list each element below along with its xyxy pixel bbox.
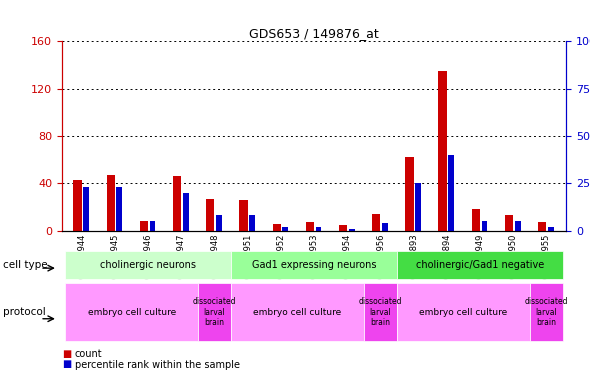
- Text: dissociated
larval
brain: dissociated larval brain: [193, 297, 237, 327]
- Bar: [140, 221, 148, 231]
- Bar: [349, 229, 355, 231]
- Bar: [283, 227, 288, 231]
- Text: protocol: protocol: [3, 307, 45, 317]
- Bar: [415, 183, 421, 231]
- Bar: [548, 227, 553, 231]
- Bar: [183, 193, 189, 231]
- Text: embryo cell culture: embryo cell culture: [87, 308, 176, 316]
- Bar: [339, 225, 347, 231]
- Text: Gad1 expressing neurons: Gad1 expressing neurons: [252, 260, 376, 270]
- Text: ■: ■: [62, 360, 71, 369]
- Bar: [405, 157, 414, 231]
- Bar: [538, 222, 546, 231]
- Text: ■: ■: [62, 350, 71, 359]
- Text: cholinergic/Gad1 negative: cholinergic/Gad1 negative: [416, 260, 544, 270]
- Bar: [505, 215, 513, 231]
- Text: cell type: cell type: [3, 260, 48, 270]
- Text: percentile rank within the sample: percentile rank within the sample: [75, 360, 240, 369]
- Bar: [116, 187, 122, 231]
- Bar: [306, 222, 314, 231]
- Bar: [107, 175, 115, 231]
- Text: embryo cell culture: embryo cell culture: [419, 308, 507, 316]
- Bar: [481, 221, 487, 231]
- Bar: [73, 180, 81, 231]
- Bar: [150, 221, 155, 231]
- Bar: [372, 214, 381, 231]
- Bar: [514, 221, 520, 231]
- Text: count: count: [75, 350, 103, 359]
- Bar: [448, 155, 454, 231]
- Text: embryo cell culture: embryo cell culture: [254, 308, 342, 316]
- Bar: [438, 71, 447, 231]
- Bar: [240, 200, 248, 231]
- Text: dissociated
larval
brain: dissociated larval brain: [525, 297, 568, 327]
- Bar: [216, 216, 222, 231]
- Bar: [83, 187, 89, 231]
- Title: GDS653 / 149876_at: GDS653 / 149876_at: [250, 27, 379, 40]
- Text: dissociated
larval
brain: dissociated larval brain: [359, 297, 402, 327]
- Bar: [273, 224, 281, 231]
- Bar: [249, 216, 255, 231]
- Bar: [206, 199, 214, 231]
- Text: cholinergic neurons: cholinergic neurons: [100, 260, 196, 270]
- Bar: [382, 223, 388, 231]
- Bar: [471, 209, 480, 231]
- Bar: [316, 227, 322, 231]
- Bar: [173, 176, 181, 231]
